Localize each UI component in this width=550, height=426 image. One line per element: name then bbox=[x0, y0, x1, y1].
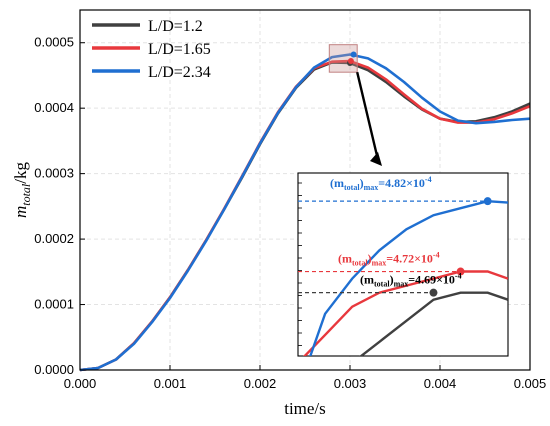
legend: L/D=1.2 L/D=1.65 L/D=2.34 bbox=[92, 18, 211, 81]
x-tick-label: 0.005 bbox=[514, 376, 547, 391]
plot-frame bbox=[79, 9, 531, 371]
legend-label: L/D=2.34 bbox=[148, 64, 211, 81]
x-axis-title: time/s bbox=[284, 399, 326, 418]
inset-peak-marker bbox=[483, 197, 492, 206]
inset-zoom: (mtotal)max=4.82×10-4(mtotal)max=4.72×10… bbox=[297, 172, 509, 357]
x-tick-label: 0.002 bbox=[244, 376, 277, 391]
y-tick-label: 0.0005 bbox=[34, 35, 74, 50]
y-axis-symbol: m bbox=[11, 206, 30, 218]
annotation-part: max bbox=[364, 183, 379, 192]
axis-ticks: 0.000 0.001 0.002 0.003 0.004 0.005 0.0000 0.00… bbox=[34, 35, 546, 391]
annotation-part: (m bbox=[330, 176, 344, 190]
annotation-part: (m bbox=[360, 273, 374, 287]
series-line bbox=[79, 53, 531, 372]
annotation-part: =4.82×10 bbox=[378, 176, 425, 190]
annotation-part: max bbox=[394, 280, 409, 289]
annotation-part: ) bbox=[390, 273, 394, 287]
peak-marker bbox=[347, 58, 354, 65]
annotation-part: max bbox=[372, 259, 387, 268]
inset-annotation: (mtotal)max=4.72×10-4 bbox=[338, 251, 440, 268]
annotation-part: =4.72×10 bbox=[386, 252, 433, 266]
inset-annotation: (mtotal)max=4.82×10-4 bbox=[330, 175, 432, 192]
peak-highlight-box bbox=[328, 44, 358, 73]
x-tick-label: 0.003 bbox=[334, 376, 367, 391]
inset-series-line bbox=[359, 291, 508, 356]
annotation-part: ) bbox=[368, 252, 372, 266]
zoom-arrow bbox=[356, 71, 382, 166]
arrow-shaft bbox=[356, 71, 380, 161]
annotation-part: =4.69×10 bbox=[408, 273, 455, 287]
annotation-part: ) bbox=[360, 176, 364, 190]
x-tick-label: 0.001 bbox=[154, 376, 187, 391]
inset-curves bbox=[303, 199, 508, 356]
y-tick-label: 0.0000 bbox=[34, 362, 74, 377]
annotation-part: total bbox=[374, 280, 390, 289]
peak-box-rect bbox=[328, 44, 358, 73]
y-axis-unit: /kg bbox=[11, 161, 30, 183]
inset-peak-marker bbox=[429, 288, 438, 297]
y-axis-title: mtotal/kg bbox=[11, 161, 33, 218]
legend-label: L/D=1.2 bbox=[148, 18, 203, 35]
annotation-part: total bbox=[352, 259, 368, 268]
inset-series-line bbox=[309, 199, 508, 356]
y-tick-label: 0.0002 bbox=[34, 231, 74, 246]
inset-series-line bbox=[303, 270, 508, 356]
x-tick-label: 0.004 bbox=[424, 376, 457, 391]
annotation-part: (m bbox=[338, 252, 352, 266]
arrow-head bbox=[370, 152, 382, 166]
annotation-part: -4 bbox=[433, 251, 440, 260]
annotation-part: total bbox=[344, 183, 360, 192]
legend-label: L/D=1.65 bbox=[148, 41, 211, 58]
annotation-part: -4 bbox=[455, 272, 462, 281]
y-tick-label: 0.0004 bbox=[34, 100, 74, 115]
y-tick-label: 0.0003 bbox=[34, 166, 74, 181]
series-lines bbox=[79, 53, 531, 372]
inset-peak-marker bbox=[456, 267, 465, 276]
x-tick-label: 0.000 bbox=[64, 376, 97, 391]
y-tick-label: 0.0001 bbox=[34, 297, 74, 312]
y-axis-subscript: total bbox=[19, 183, 33, 206]
annotation-part: -4 bbox=[425, 175, 432, 184]
inset-annotation: (mtotal)max=4.69×10-4 bbox=[360, 272, 462, 289]
peak-marker bbox=[350, 51, 357, 58]
